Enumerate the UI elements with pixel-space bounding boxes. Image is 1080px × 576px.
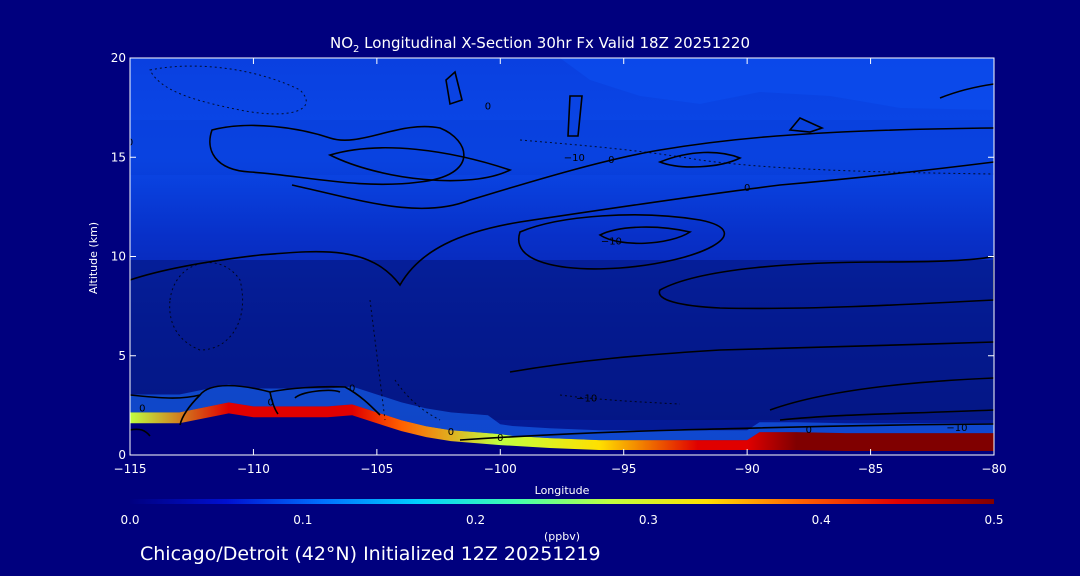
x-tick-label: −85 bbox=[858, 462, 883, 476]
contour-line bbox=[598, 226, 693, 245]
contour-line-dotted bbox=[394, 379, 441, 421]
terrain-mask bbox=[130, 413, 994, 455]
field-patch-upper-mid bbox=[130, 120, 994, 175]
contour-line bbox=[769, 377, 994, 411]
y-tick-label: 5 bbox=[118, 349, 126, 363]
surface-no2-band bbox=[130, 402, 994, 455]
contour-line bbox=[209, 124, 465, 186]
contour-line bbox=[658, 255, 994, 310]
contour-line bbox=[517, 214, 726, 270]
contour-label: 0 bbox=[448, 427, 454, 438]
contour-label: 0 bbox=[806, 425, 812, 436]
colorbar-tick-label: 0.0 bbox=[120, 513, 139, 527]
contour-line bbox=[269, 391, 279, 415]
contour-lines bbox=[130, 70, 994, 441]
y-tick-label: 15 bbox=[111, 150, 126, 164]
x-tick-label: −115 bbox=[114, 462, 147, 476]
colorbar-unit-label: (ppbv) bbox=[544, 530, 580, 543]
contour-label: −10 bbox=[576, 393, 597, 404]
x-tick-label: −80 bbox=[981, 462, 1006, 476]
contour-line bbox=[445, 70, 463, 106]
contour-label: 0 bbox=[349, 383, 355, 394]
contour-line bbox=[130, 428, 151, 437]
x-tick-label: −90 bbox=[734, 462, 759, 476]
contour-line bbox=[130, 161, 994, 287]
colorbar-tick-label: 0.4 bbox=[812, 513, 831, 527]
contour-label: 0 bbox=[485, 102, 491, 113]
y-tick-label: 0 bbox=[118, 448, 126, 462]
colorbar-tick-label: 0.3 bbox=[639, 513, 658, 527]
y-axis: 0 5 10 15 20 bbox=[111, 51, 994, 462]
contour-line bbox=[130, 384, 381, 416]
contour-label: −10 bbox=[946, 423, 967, 434]
chart-title: NO2 Longitudinal X-Section 30hr Fx Valid… bbox=[330, 34, 750, 55]
x-axis-label: Longitude bbox=[535, 484, 590, 497]
contour-label: 0 bbox=[139, 403, 145, 414]
contour-labels: 0 0 0 0 −10 0 0 −10 −10 −10 0 0 0 0 bbox=[127, 102, 968, 444]
y-tick-label: 10 bbox=[111, 250, 126, 264]
x-tick-label: −95 bbox=[611, 462, 636, 476]
colorbar-tick-label: 0.2 bbox=[466, 513, 485, 527]
colorbar-tick-label: 0.1 bbox=[293, 513, 312, 527]
contour-line bbox=[657, 151, 742, 168]
contour-label: 0 bbox=[744, 183, 750, 194]
contour-line bbox=[327, 147, 513, 182]
colorbar-ticks: 0.0 0.1 0.2 0.3 0.4 0.5 bbox=[120, 513, 1003, 527]
footer-caption: Chicago/Detroit (42°N) Initialized 12Z 2… bbox=[140, 543, 601, 565]
field-patch-upper-right bbox=[560, 58, 994, 110]
contour-lines-dotted bbox=[149, 65, 994, 421]
contour-line bbox=[294, 389, 341, 399]
colorbar bbox=[130, 499, 994, 504]
contour-line bbox=[509, 341, 994, 373]
contour-line bbox=[567, 95, 583, 137]
contour-line-dotted bbox=[559, 394, 681, 405]
contour-label: −10 bbox=[601, 237, 622, 248]
contour-line-dotted bbox=[149, 65, 307, 115]
y-axis-label: Altitude (km) bbox=[87, 222, 100, 294]
contour-label: 0 bbox=[268, 397, 274, 408]
contour-line bbox=[179, 394, 201, 426]
contour-line bbox=[939, 83, 994, 99]
contour-label: −10 bbox=[564, 153, 585, 164]
contour-label: 0 bbox=[127, 137, 133, 148]
contour-line-dotted bbox=[169, 262, 244, 351]
contour-label: 0 bbox=[497, 433, 503, 444]
contour-line-dotted bbox=[369, 299, 386, 421]
contour-line-dotted bbox=[519, 139, 994, 175]
x-tick-label: −110 bbox=[237, 462, 270, 476]
y-tick-label: 20 bbox=[111, 51, 126, 65]
contour-line bbox=[291, 127, 994, 210]
contour-line bbox=[779, 409, 994, 421]
surface-no2-halo bbox=[130, 384, 994, 441]
x-axis: −115 −110 −105 −100 −95 −90 −85 −80 bbox=[114, 58, 1007, 476]
contour-label: 0 bbox=[608, 155, 614, 166]
contour-line bbox=[459, 423, 994, 441]
x-tick-label: −105 bbox=[360, 462, 393, 476]
colorbar-tick-label: 0.5 bbox=[984, 513, 1003, 527]
x-tick-label: −100 bbox=[484, 462, 517, 476]
contour-line bbox=[788, 117, 825, 133]
field-patch-lower-dark bbox=[130, 260, 994, 420]
